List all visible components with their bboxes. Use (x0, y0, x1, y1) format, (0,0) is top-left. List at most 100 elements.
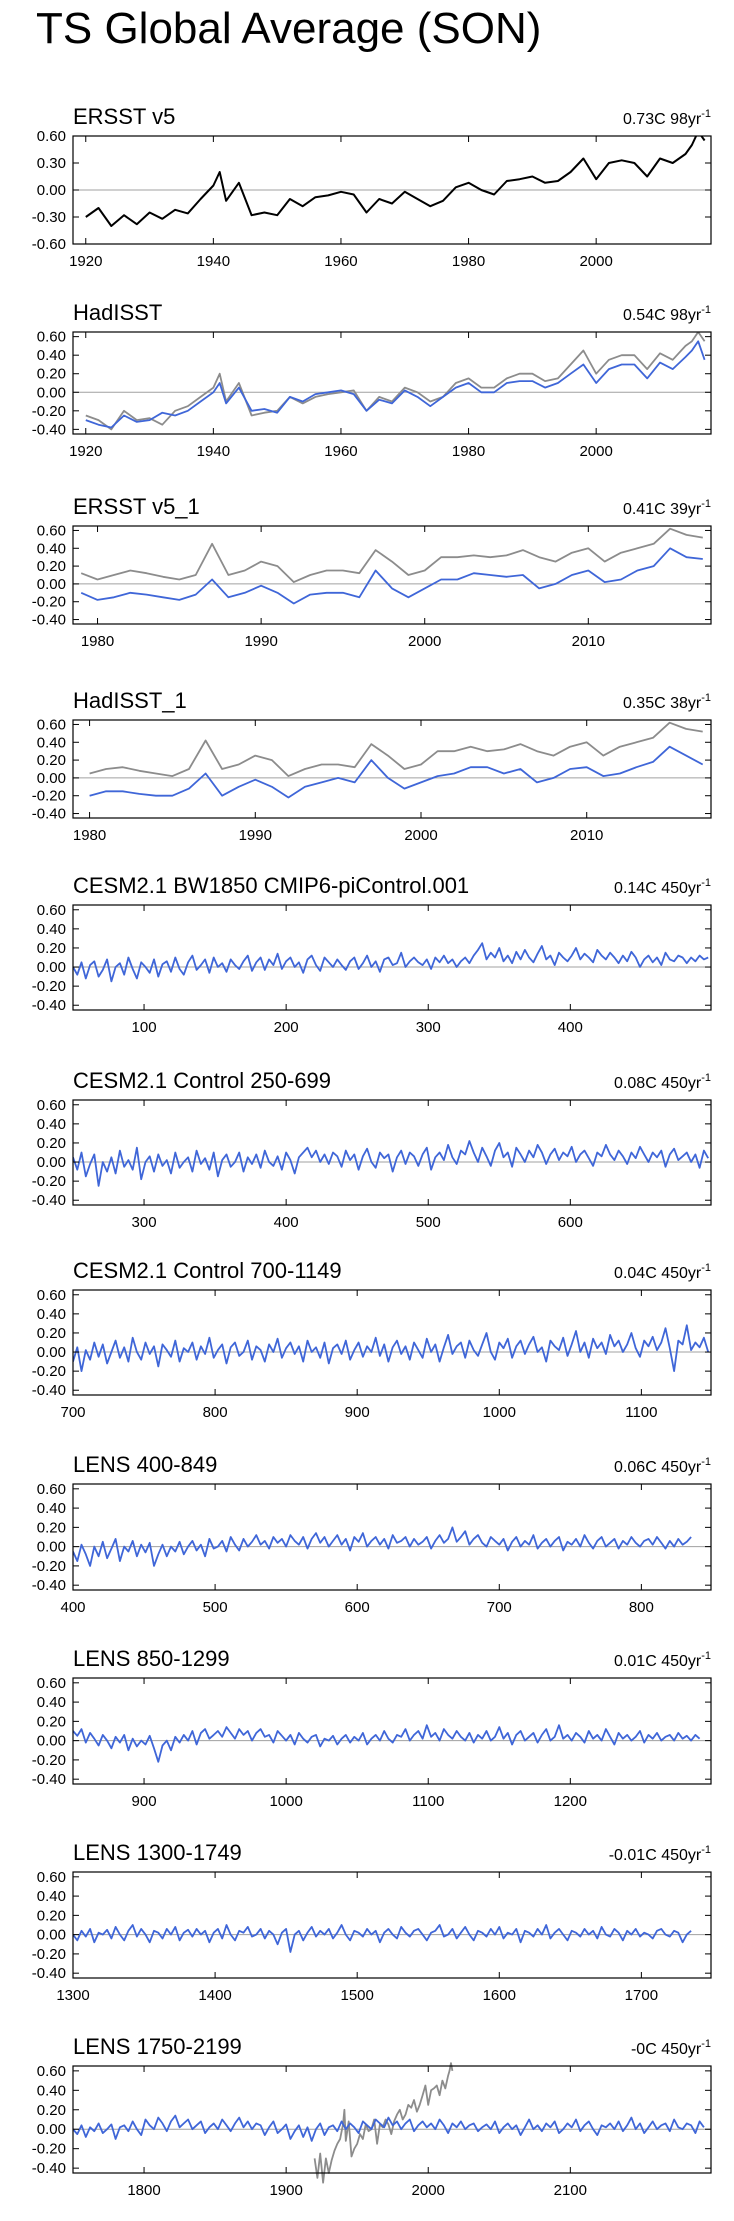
y-tick-label: -0.60 (32, 236, 66, 253)
y-tick-label: 0.40 (37, 540, 66, 557)
x-tick-label: 2000 (408, 633, 441, 650)
panel-9: LENS 850-1299 0.01C 450yr-1 -0.40 -0.20 0.00… (32, 1646, 712, 1810)
y-tick-label: -0.40 (32, 612, 66, 629)
x-tick-label: 1940 (197, 253, 230, 270)
y-tick-label: 0.40 (37, 921, 66, 938)
x-tick-label: 1800 (127, 2182, 160, 2199)
y-tick-label: 0.00 (37, 959, 66, 976)
x-tick-label: 1980 (452, 253, 485, 270)
panel-title: LENS 400-849 (73, 1452, 217, 1477)
plot-frame (72, 719, 712, 819)
y-tick-label: -0.20 (32, 978, 66, 995)
y-tick-label: 0.60 (37, 902, 66, 919)
y-tick-label: 0.60 (37, 2063, 66, 2080)
plot-frame (72, 525, 712, 625)
trend-value: 0.73C 98yr (623, 111, 702, 128)
trend-exponent: -1 (701, 498, 711, 510)
panel-title: ERSST v5_1 (73, 494, 200, 519)
plot-frame (72, 2065, 712, 2174)
panel-10: LENS 1300-1749 -0.01C 450yr-1 -0.40 -0.20 0.… (32, 1840, 712, 2004)
panel-3: ERSST v5_1 0.41C 39yr-1 -0.40-0.200.000.20… (32, 494, 712, 650)
x-tick-label: 2000 (579, 253, 612, 270)
series-line-1 (89, 721, 703, 777)
x-tick-label: 1400 (198, 1987, 231, 2004)
trend-value: 0.06C 450yr (614, 1459, 702, 1476)
trend-exponent: -1 (701, 1072, 711, 1084)
x-tick-label: 900 (132, 1793, 157, 1810)
x-tick-label: 2010 (570, 827, 603, 844)
panel-4: HadISST_1 0.35C 38yr-1-0.40-0.200.000.200… (32, 688, 712, 844)
trend-label: 0.04C 450yr-1 (614, 1262, 711, 1282)
panel-5: CESM2.1 BW1850 CMIP6-piControl.001 0.14C … (32, 873, 712, 1036)
y-tick-label: 0.00 (37, 576, 66, 593)
x-tick-label: 1500 (340, 1987, 373, 2004)
y-tick-label: 0.40 (37, 2082, 66, 2099)
panel-title: LENS 850-1299 (73, 1646, 230, 1671)
y-tick-label: 0.60 (37, 1481, 66, 1498)
x-tick-label: 400 (274, 1214, 299, 1231)
x-tick-label: 1600 (483, 1987, 516, 2004)
x-tick-label: 200 (274, 1019, 299, 1036)
x-tick-label: 400 (558, 1019, 583, 1036)
x-tick-label: 800 (203, 1404, 228, 1421)
trend-exponent: -1 (701, 2038, 711, 2050)
series-line-2 (85, 340, 706, 429)
series-line-1 (73, 1924, 692, 1953)
x-tick-label: 1100 (625, 1404, 657, 1421)
y-tick-label: -0.40 (32, 997, 66, 1014)
y-tick-label: 0.20 (37, 2102, 66, 2119)
y-tick-label: 0.60 (37, 1287, 66, 1304)
x-tick-label: 1990 (239, 827, 272, 844)
trend-label: -0C 450yr-1 (631, 2038, 711, 2058)
x-tick-label: 400 (60, 1599, 85, 1616)
trend-exponent: -1 (701, 877, 711, 889)
y-tick-label: 0.00 (37, 1344, 66, 1361)
x-tick-label: 700 (60, 1404, 85, 1421)
panel-1: ERSST v5 0.73C 98yr-1 -0.60 -0.30 0.00 0.30 0.… (32, 104, 712, 270)
y-tick-label: 0.20 (37, 366, 66, 383)
y-tick-label: -0.40 (32, 1192, 66, 1209)
trend-exponent: -1 (701, 108, 711, 120)
panel-title: LENS 1300-1749 (73, 1840, 242, 1865)
x-tick-label: 600 (345, 1599, 370, 1616)
y-tick-label: 0.40 (37, 734, 66, 751)
panel-2: HadISST 0.54C 98yr-1 -0.40-0.20 0.000.20 0.4… (32, 300, 712, 460)
panel-title: CESM2.1 BW1850 CMIP6-piControl.001 (73, 873, 469, 898)
x-tick-label: 2010 (572, 633, 605, 650)
x-tick-label: 800 (629, 1599, 654, 1616)
x-tick-label: 100 (132, 1019, 157, 1036)
x-tick-label: 1920 (69, 443, 102, 460)
panel-title: HadISST_1 (73, 688, 187, 713)
trend-value: 0.04C 450yr (614, 1265, 702, 1282)
y-tick-label: 0.40 (37, 1306, 66, 1323)
panel-title: LENS 1750-2199 (73, 2034, 242, 2059)
series-line-1 (85, 136, 706, 227)
plot-frame (72, 1677, 712, 1785)
y-tick-label: 0.60 (37, 128, 66, 145)
y-tick-label: 0.20 (37, 1713, 66, 1730)
trend-value: 0.14C 450yr (614, 880, 702, 897)
x-tick-label: 1300 (56, 1987, 89, 2004)
x-tick-label: 2000 (579, 443, 612, 460)
trend-exponent: -1 (701, 1844, 711, 1856)
y-tick-label: 0.20 (37, 1135, 66, 1152)
y-tick-label: 0.60 (37, 1675, 66, 1692)
y-tick-label: 0.20 (37, 752, 66, 769)
y-tick-label: 0.00 (37, 1154, 66, 1171)
trend-label: 0.54C 98yr-1 (623, 304, 711, 324)
trend-label: 0.01C 450yr-1 (614, 1650, 711, 1670)
y-tick-label: -0.20 (32, 1173, 66, 1190)
y-tick-label: 0.60 (37, 1869, 66, 1886)
series-line-1 (85, 332, 706, 431)
y-tick-label: -0.30 (32, 209, 66, 226)
trend-exponent: -1 (701, 304, 711, 316)
y-tick-label: 0.60 (37, 1097, 66, 1114)
y-tick-label: 0.00 (37, 2121, 66, 2138)
trend-label: -0.01C 450yr-1 (609, 1844, 711, 1864)
trend-exponent: -1 (701, 1650, 711, 1662)
x-tick-label: 1980 (73, 827, 106, 844)
trend-value: 0.35C 38yr (623, 695, 702, 712)
y-tick-label: 0.40 (37, 1694, 66, 1711)
y-tick-label: 0.40 (37, 1116, 66, 1133)
